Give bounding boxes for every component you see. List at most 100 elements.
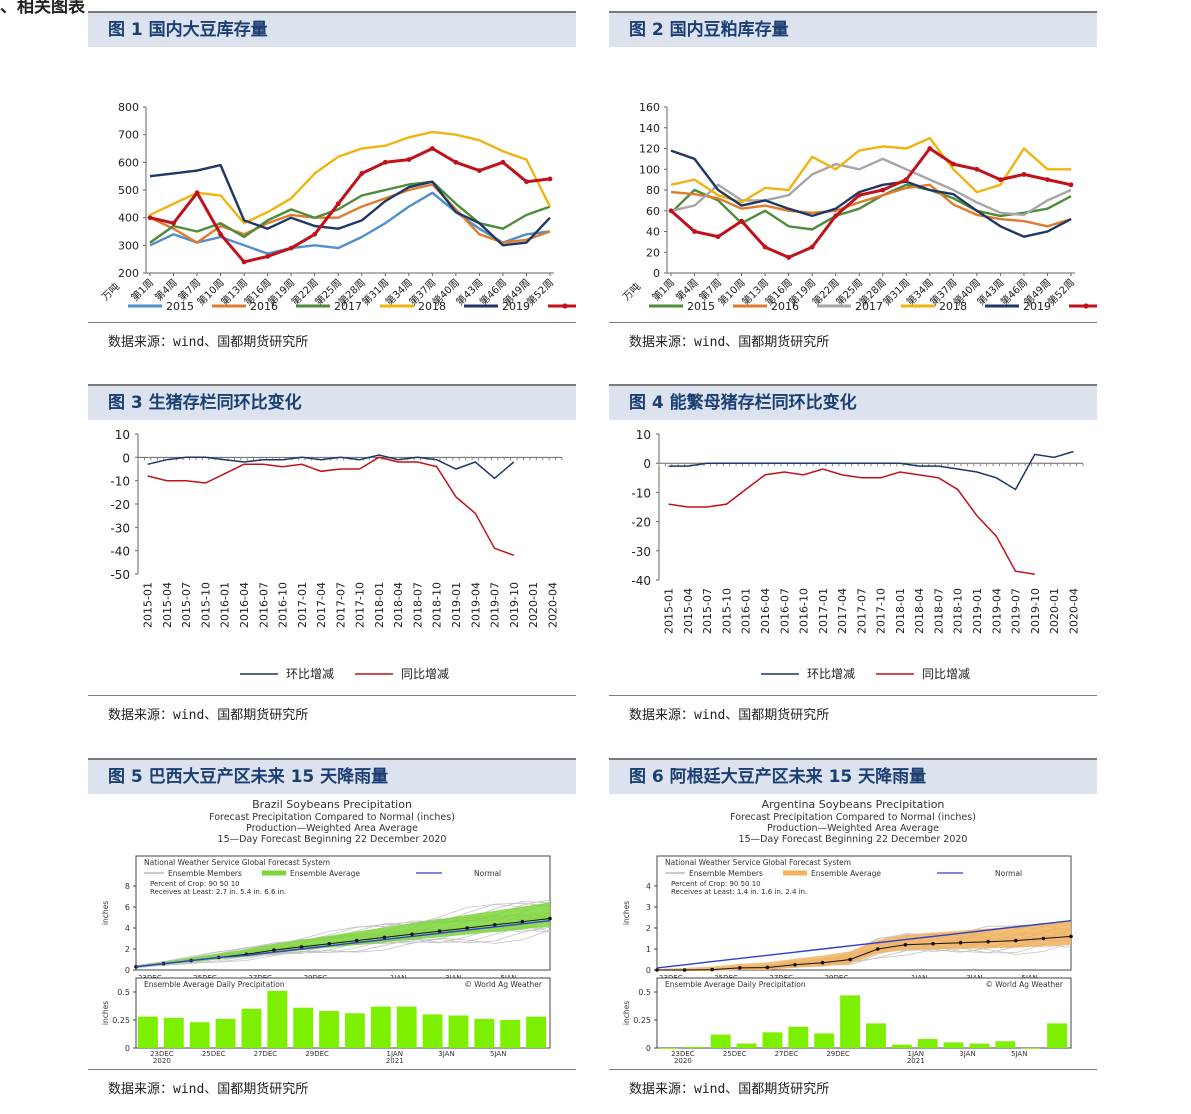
y-axis-label: inches bbox=[622, 901, 631, 925]
x-tick-label: 2017-01 bbox=[296, 582, 309, 628]
x-tick-label: 2017-10 bbox=[354, 582, 367, 628]
forecast-header-note: National Weather Service Global Forecast… bbox=[665, 858, 851, 867]
legend-label: 2019 bbox=[1023, 300, 1051, 313]
figure-caption: 图 5 巴西大豆产区未来 15 天降雨量 bbox=[88, 758, 576, 794]
x-tick-label: 2016-04 bbox=[759, 588, 772, 634]
x-tick-label: 2015-01 bbox=[663, 588, 676, 634]
x-tick-label: 2015-07 bbox=[701, 588, 714, 634]
data-point-2020 bbox=[335, 201, 341, 207]
x-tick-label: 2017-01 bbox=[817, 588, 830, 634]
data-point-2020 bbox=[668, 208, 674, 214]
legend-label: 2017 bbox=[334, 300, 362, 313]
legend-label: 2015 bbox=[166, 300, 194, 313]
daily-precip-bar bbox=[995, 1041, 1016, 1048]
y-tick-label: 40 bbox=[646, 226, 660, 239]
daily-credit: © World Ag Weather bbox=[985, 980, 1064, 989]
ensemble-average-point bbox=[848, 957, 852, 962]
ensemble-average-point bbox=[134, 965, 138, 969]
x-tick-label: 25DEC bbox=[723, 1050, 747, 1058]
figure-caption: 图 2 国内豆粕库存量 bbox=[609, 11, 1097, 47]
series-line-yoy bbox=[147, 456, 515, 557]
chart-svg: 10 0 -10 -20 -30 -40 2015-01 2015-04 2015-07 2015… bbox=[631, 428, 1084, 681]
source-note: 数据来源：wind、国都期货研究所 bbox=[108, 335, 309, 350]
forecast-subtitle: 15—Day Forecast Beginning 22 December 20… bbox=[218, 834, 447, 845]
y-axis-label: inches bbox=[101, 901, 110, 925]
daily-precip-bar bbox=[684, 1046, 705, 1048]
y-tick-label: 500 bbox=[118, 184, 139, 197]
daily-precip-bar bbox=[138, 1016, 158, 1048]
data-point-2020 bbox=[312, 231, 318, 237]
data-point-2020 bbox=[453, 159, 459, 165]
ensemble-average-point bbox=[931, 941, 935, 946]
chart-area: Brazil Soybeans Precipitation Forecast Pr… bbox=[88, 794, 576, 1070]
x-tick-label: 2016-10 bbox=[798, 588, 811, 634]
x-tick-label: 2019-04 bbox=[469, 582, 482, 628]
data-point-2020 bbox=[1045, 177, 1050, 183]
series-line-mom bbox=[147, 454, 515, 480]
data-point-2020 bbox=[194, 190, 200, 196]
y-tick-label: 140 bbox=[639, 122, 660, 135]
x-tick-label: 2017-04 bbox=[836, 588, 849, 634]
x-tick-label: 5JAN bbox=[490, 1050, 506, 1058]
figure-panel-6: 图 6 阿根廷大豆产区未来 15 天降雨量 Argentina Soybeans… bbox=[609, 758, 1097, 1097]
x-tick-label: 2019-10 bbox=[1029, 588, 1042, 634]
y-axis-label: inches bbox=[101, 1001, 110, 1025]
y-tick-label: 0.5 bbox=[638, 988, 651, 997]
x-tick-label: 2018-10 bbox=[952, 588, 965, 634]
daily-precip-bar bbox=[736, 1043, 757, 1048]
y-tick-label: -40 bbox=[110, 545, 130, 559]
x-tick-label: 2017-10 bbox=[875, 588, 888, 634]
forecast-subtitle: Production—Weighted Area Average bbox=[246, 823, 418, 834]
legend-marker bbox=[1083, 303, 1089, 309]
x-tick-label: 2018-01 bbox=[373, 582, 386, 628]
daily-precip-bar bbox=[762, 1032, 783, 1048]
ensemble-average-point bbox=[710, 967, 714, 972]
source-note: 数据来源：wind、国都期货研究所 bbox=[108, 1082, 309, 1097]
x-tick-label: 3JAN bbox=[438, 1050, 454, 1058]
x-tick-label: 2015-10 bbox=[199, 582, 212, 628]
legend-label: 2017 bbox=[855, 300, 883, 313]
chart-area: 10 0 -10 -20 -30 -40 2015-01 2015-04 2015-07 2015… bbox=[609, 420, 1097, 696]
y-tick-label: 160 bbox=[639, 101, 660, 114]
figure-panel-1: 图 1 国内大豆库存量 200 300 400 500 600 700 800 万吨 第1周 第4… bbox=[88, 11, 614, 350]
y-tick-label: 4 bbox=[125, 924, 130, 933]
x-tick-label: 2019-01 bbox=[971, 588, 984, 634]
y-tick-label: 200 bbox=[118, 267, 139, 280]
series-line-2015 bbox=[670, 183, 1072, 231]
x-tick-label: 23DEC bbox=[671, 1050, 695, 1058]
series-line-2020 bbox=[670, 147, 1072, 259]
y-tick-label: 0.5 bbox=[117, 988, 130, 997]
x-tick-label: 2020-04 bbox=[546, 582, 559, 628]
y-tick-label: 20 bbox=[646, 246, 660, 259]
daily-precip-bar bbox=[1021, 1048, 1042, 1049]
figure-caption: 图 3 生猪存栏同环比变化 bbox=[88, 384, 576, 420]
legend-label: 2019 bbox=[502, 300, 530, 313]
daily-credit: © World Ag Weather bbox=[464, 980, 543, 989]
x-tick-label: 第1周 bbox=[649, 276, 677, 304]
data-point-2020 bbox=[927, 146, 933, 151]
data-point-2020 bbox=[406, 157, 412, 162]
x-tick-label: 2017-04 bbox=[315, 582, 328, 628]
forecast-title: Argentina Soybeans Precipitation bbox=[762, 798, 945, 811]
daily-precip-bar bbox=[659, 1048, 679, 1049]
data-point-2020 bbox=[739, 218, 744, 224]
series-line-2018 bbox=[149, 130, 552, 225]
ensemble-average-point bbox=[1041, 936, 1046, 941]
forecast-title: Brazil Soybeans Precipitation bbox=[252, 798, 412, 811]
x-tick-label: 2019-01 bbox=[450, 582, 463, 628]
chart-area: 200 300 400 500 600 700 800 万吨 第1周 第4周 第7周 第10周 第13周… bbox=[88, 47, 614, 323]
ensemble-average-point bbox=[493, 923, 497, 927]
crop-info-text: Percent of Crop: 90 50 10 bbox=[150, 880, 240, 888]
series-line-mom bbox=[668, 450, 1074, 491]
x-tick-label: 2018-01 bbox=[894, 588, 907, 634]
ensemble-average-point bbox=[655, 968, 659, 972]
y-tick-label: 3 bbox=[646, 903, 651, 912]
y-tick-label: -40 bbox=[631, 574, 651, 588]
ensemble-member-line bbox=[135, 902, 551, 967]
forecast-subtitle: Forecast Precipitation Compared to Norma… bbox=[209, 812, 455, 823]
x-tick-label: 2018-10 bbox=[431, 582, 444, 628]
figure-panel-5: 图 5 巴西大豆产区未来 15 天降雨量 Brazil Soybeans Pre… bbox=[88, 758, 576, 1097]
data-point-2020 bbox=[998, 177, 1003, 183]
legend-label: 2016 bbox=[250, 300, 278, 313]
y-tick-label: -10 bbox=[110, 475, 130, 489]
